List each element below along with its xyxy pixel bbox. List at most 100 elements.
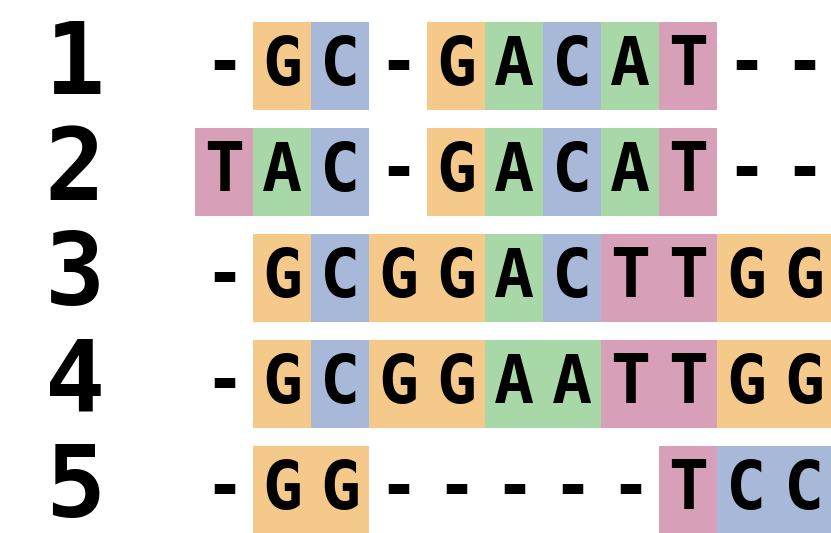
Text: -: -	[784, 139, 824, 205]
Text: G: G	[262, 351, 302, 417]
Text: C: C	[320, 139, 360, 205]
Text: -: -	[552, 457, 592, 523]
Text: -: -	[378, 139, 418, 205]
Text: T: T	[668, 139, 708, 205]
Bar	[369, 340, 427, 428]
Text: 4: 4	[45, 335, 106, 432]
Text: A: A	[494, 351, 534, 417]
Bar	[543, 340, 601, 428]
Text: -: -	[378, 457, 418, 523]
Text: G: G	[726, 351, 766, 417]
Text: G: G	[726, 245, 766, 311]
Bar	[485, 340, 543, 428]
Text: 2: 2	[45, 124, 106, 221]
Text: 3: 3	[45, 230, 106, 327]
Text: T: T	[668, 457, 708, 523]
Text: T: T	[204, 139, 244, 205]
Bar	[543, 128, 601, 216]
Text: 1: 1	[45, 18, 106, 115]
Text: T: T	[668, 33, 708, 99]
Text: -: -	[610, 457, 650, 523]
Text: C: C	[552, 33, 592, 99]
Bar	[311, 128, 369, 216]
Bar	[775, 446, 831, 533]
Bar	[427, 128, 485, 216]
Bar	[601, 234, 659, 322]
Text: -: -	[726, 139, 766, 205]
Text: G: G	[436, 245, 476, 311]
Text: G: G	[262, 33, 302, 99]
Bar	[311, 22, 369, 110]
Text: A: A	[262, 139, 302, 205]
Text: C: C	[320, 33, 360, 99]
Text: G: G	[784, 245, 824, 311]
Bar	[253, 446, 311, 533]
Bar	[427, 340, 485, 428]
Bar	[659, 22, 717, 110]
Text: 5: 5	[45, 441, 106, 533]
Text: -: -	[436, 457, 476, 523]
Text: -: -	[204, 457, 244, 523]
Text: G: G	[436, 351, 476, 417]
Text: -: -	[204, 245, 244, 311]
Text: A: A	[494, 139, 534, 205]
Text: A: A	[552, 351, 592, 417]
Text: C: C	[320, 245, 360, 311]
Bar	[601, 340, 659, 428]
Text: T: T	[668, 245, 708, 311]
Text: -: -	[494, 457, 534, 523]
Bar	[253, 128, 311, 216]
Bar	[659, 234, 717, 322]
Text: -: -	[726, 33, 766, 99]
Text: G: G	[436, 33, 476, 99]
Bar	[427, 22, 485, 110]
Text: A: A	[494, 245, 534, 311]
Bar	[311, 340, 369, 428]
Text: A: A	[494, 33, 534, 99]
Bar	[717, 446, 775, 533]
Bar	[195, 128, 253, 216]
Bar	[253, 234, 311, 322]
Bar	[717, 234, 775, 322]
Text: C: C	[320, 351, 360, 417]
Text: G: G	[320, 457, 360, 523]
Text: G: G	[436, 139, 476, 205]
Bar	[659, 446, 717, 533]
Bar	[427, 234, 485, 322]
Text: C: C	[552, 245, 592, 311]
Bar	[485, 128, 543, 216]
Bar	[253, 22, 311, 110]
Text: C: C	[784, 457, 824, 523]
Bar	[253, 340, 311, 428]
Text: -: -	[378, 33, 418, 99]
Bar	[543, 22, 601, 110]
Text: A: A	[610, 139, 650, 205]
Text: T: T	[668, 351, 708, 417]
Text: G: G	[784, 351, 824, 417]
Text: G: G	[378, 351, 418, 417]
Bar	[717, 340, 775, 428]
Text: -: -	[204, 33, 244, 99]
Text: -: -	[204, 351, 244, 417]
Bar	[601, 22, 659, 110]
Bar	[485, 22, 543, 110]
Text: A: A	[610, 33, 650, 99]
Bar	[601, 128, 659, 216]
Text: T: T	[610, 351, 650, 417]
Text: C: C	[552, 139, 592, 205]
Text: T: T	[610, 245, 650, 311]
Bar	[659, 128, 717, 216]
Text: G: G	[378, 245, 418, 311]
Bar	[775, 234, 831, 322]
Bar	[543, 234, 601, 322]
Bar	[369, 234, 427, 322]
Bar	[485, 234, 543, 322]
Text: G: G	[262, 457, 302, 523]
Bar	[311, 234, 369, 322]
Bar	[659, 340, 717, 428]
Bar	[775, 340, 831, 428]
Text: C: C	[726, 457, 766, 523]
Text: -: -	[784, 33, 824, 99]
Bar	[311, 446, 369, 533]
Text: G: G	[262, 245, 302, 311]
